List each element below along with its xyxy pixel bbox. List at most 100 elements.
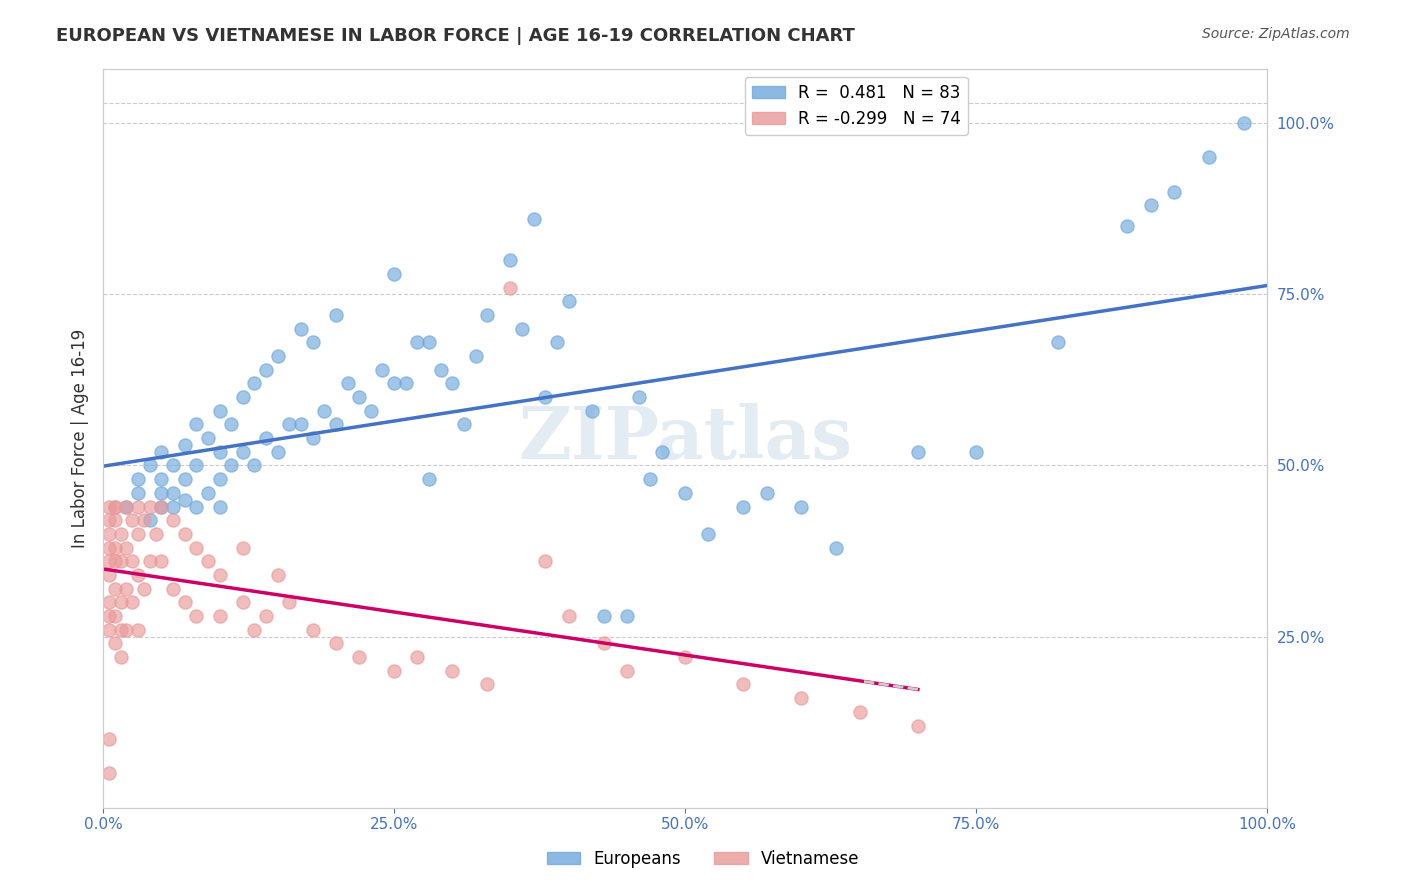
Vietnamese	[110, 650, 132, 665]
Europeans	[360, 403, 382, 417]
Europeans	[371, 362, 394, 376]
Vietnamese	[254, 609, 277, 624]
Vietnamese	[110, 623, 132, 637]
Europeans	[208, 472, 231, 486]
Vietnamese	[173, 595, 195, 609]
Europeans	[301, 335, 323, 350]
Europeans	[186, 500, 208, 514]
Europeans	[150, 486, 173, 500]
Vietnamese	[115, 582, 138, 596]
Europeans	[1163, 185, 1185, 199]
Europeans	[790, 500, 813, 514]
Europeans	[208, 444, 231, 458]
Europeans	[395, 376, 418, 391]
Vietnamese	[97, 513, 120, 527]
Europeans	[453, 417, 475, 432]
Vietnamese	[243, 623, 266, 637]
Europeans	[1233, 116, 1256, 130]
Vietnamese	[232, 595, 254, 609]
Vietnamese	[162, 582, 184, 596]
Europeans	[477, 308, 499, 322]
Vietnamese	[97, 609, 120, 624]
Europeans	[499, 253, 522, 268]
Vietnamese	[97, 732, 120, 747]
Vietnamese	[138, 554, 160, 568]
Europeans	[429, 362, 451, 376]
Europeans	[219, 417, 242, 432]
Europeans	[150, 472, 173, 486]
Europeans	[301, 431, 323, 445]
Europeans	[197, 431, 219, 445]
Europeans	[382, 376, 405, 391]
Europeans	[382, 267, 405, 281]
Europeans	[254, 362, 277, 376]
Vietnamese	[150, 554, 173, 568]
Vietnamese	[104, 500, 127, 514]
Vietnamese	[97, 568, 120, 582]
Vietnamese	[97, 500, 120, 514]
Europeans	[186, 417, 208, 432]
Vietnamese	[733, 677, 755, 691]
Europeans	[150, 500, 173, 514]
Vietnamese	[382, 664, 405, 678]
Europeans	[173, 472, 195, 486]
Europeans	[907, 444, 929, 458]
Vietnamese	[790, 691, 813, 706]
Legend: Europeans, Vietnamese: Europeans, Vietnamese	[540, 844, 866, 875]
Europeans	[173, 492, 195, 507]
Vietnamese	[150, 500, 173, 514]
Vietnamese	[534, 554, 557, 568]
Europeans	[673, 486, 696, 500]
Europeans	[523, 212, 546, 227]
Europeans	[546, 335, 568, 350]
Vietnamese	[127, 568, 149, 582]
Europeans	[138, 458, 160, 473]
Europeans	[115, 500, 138, 514]
Vietnamese	[110, 595, 132, 609]
Vietnamese	[132, 582, 155, 596]
Vietnamese	[186, 541, 208, 555]
Vietnamese	[115, 623, 138, 637]
Europeans	[232, 444, 254, 458]
Vietnamese	[132, 513, 155, 527]
Europeans	[208, 403, 231, 417]
Europeans	[581, 403, 603, 417]
Vietnamese	[499, 280, 522, 294]
Europeans	[441, 376, 464, 391]
Europeans	[290, 321, 312, 335]
Europeans	[127, 486, 149, 500]
Vietnamese	[162, 513, 184, 527]
Vietnamese	[301, 623, 323, 637]
Europeans	[510, 321, 533, 335]
Vietnamese	[592, 636, 614, 650]
Europeans	[965, 444, 987, 458]
Europeans	[290, 417, 312, 432]
Vietnamese	[325, 636, 347, 650]
Vietnamese	[104, 513, 127, 527]
Vietnamese	[441, 664, 464, 678]
Vietnamese	[97, 541, 120, 555]
Europeans	[1046, 335, 1069, 350]
Europeans	[534, 390, 557, 404]
Vietnamese	[104, 636, 127, 650]
Europeans	[197, 486, 219, 500]
Vietnamese	[104, 582, 127, 596]
Europeans	[208, 500, 231, 514]
Europeans	[232, 390, 254, 404]
Vietnamese	[97, 766, 120, 780]
Vietnamese	[138, 500, 160, 514]
Europeans	[557, 294, 579, 309]
Europeans	[325, 308, 347, 322]
Vietnamese	[121, 595, 143, 609]
Vietnamese	[127, 527, 149, 541]
Europeans	[267, 444, 290, 458]
Vietnamese	[673, 650, 696, 665]
Vietnamese	[557, 609, 579, 624]
Vietnamese	[110, 554, 132, 568]
Europeans	[162, 458, 184, 473]
Europeans	[186, 458, 208, 473]
Europeans	[138, 513, 160, 527]
Vietnamese	[907, 718, 929, 732]
Vietnamese	[115, 500, 138, 514]
Vietnamese	[104, 500, 127, 514]
